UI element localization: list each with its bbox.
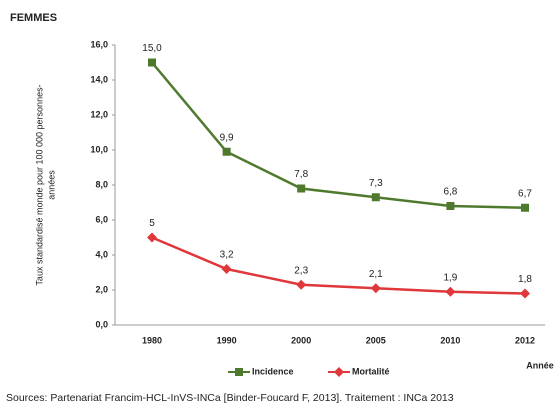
x-axis-label: Année bbox=[526, 360, 554, 370]
marker bbox=[235, 368, 243, 376]
marker bbox=[147, 232, 157, 243]
marker bbox=[446, 202, 455, 210]
y-tick-label: 6,0 bbox=[95, 214, 108, 224]
data-label: 15,0 bbox=[142, 43, 162, 54]
chart-title: FEMMES bbox=[10, 12, 57, 24]
marker bbox=[370, 283, 381, 294]
y-tick-label: 16,0 bbox=[90, 39, 108, 49]
marker bbox=[222, 147, 231, 156]
data-label: 1,8 bbox=[518, 274, 532, 285]
source: Sources: Partenariat Francim-HCL-InVS-IN… bbox=[6, 392, 454, 404]
data-label: 3,2 bbox=[220, 250, 234, 261]
marker bbox=[520, 288, 530, 299]
legend-label: Incidence bbox=[252, 366, 294, 376]
x-tick-label: 2000 bbox=[291, 335, 311, 345]
line bbox=[151, 236, 526, 295]
data-label: 7,8 bbox=[294, 169, 308, 180]
data-label: 2,1 bbox=[369, 269, 383, 280]
y-tick-label: 0,0 bbox=[95, 319, 108, 329]
marker bbox=[296, 279, 307, 290]
line bbox=[151, 61, 526, 209]
data-label: 5 bbox=[149, 218, 155, 229]
y-tick-label: 8,0 bbox=[95, 179, 108, 189]
x-tick-label: 2010 bbox=[440, 335, 460, 345]
marker bbox=[521, 203, 529, 212]
data-label: 6,8 bbox=[443, 187, 457, 198]
marker bbox=[148, 58, 156, 67]
data-label: 9,9 bbox=[220, 132, 234, 143]
y-tick-label: 4,0 bbox=[95, 249, 108, 259]
marker bbox=[221, 264, 232, 274]
marker bbox=[297, 184, 306, 193]
x-tick-label: 2005 bbox=[366, 335, 386, 345]
data-label: 6,7 bbox=[518, 188, 532, 199]
data-label: 1,9 bbox=[443, 272, 457, 283]
marker bbox=[334, 367, 344, 377]
x-tick-label: 1980 bbox=[142, 335, 162, 345]
x-tick-label: 2012 bbox=[515, 335, 535, 345]
y-tick-label: 2,0 bbox=[95, 284, 108, 294]
marker bbox=[445, 286, 456, 297]
data-label: 7,3 bbox=[369, 178, 383, 189]
y-tick-label: 12,0 bbox=[90, 109, 108, 119]
data-label: 2,3 bbox=[294, 265, 308, 276]
marker bbox=[371, 193, 380, 202]
y-axis-label: Taux standardisé monde pour 100 000 pers… bbox=[34, 84, 44, 285]
legend-label: Mortalité bbox=[352, 366, 390, 376]
y-axis-label: années bbox=[46, 170, 56, 200]
y-tick-label: 14,0 bbox=[90, 74, 108, 84]
x-tick-label: 1990 bbox=[217, 335, 237, 345]
y-tick-label: 10,0 bbox=[90, 144, 108, 154]
